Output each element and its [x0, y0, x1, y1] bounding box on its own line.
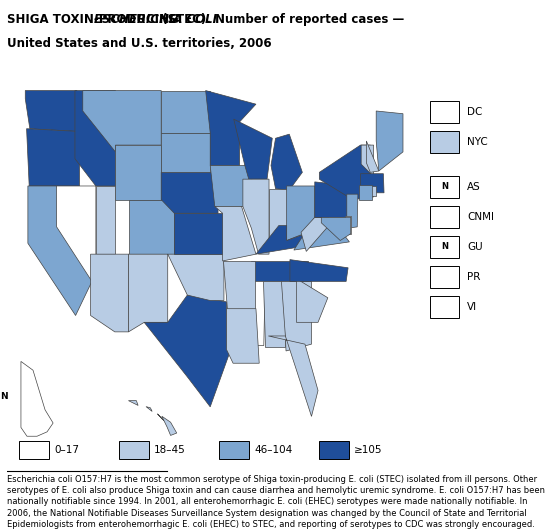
- Polygon shape: [371, 186, 376, 196]
- Polygon shape: [243, 179, 269, 254]
- Polygon shape: [287, 186, 315, 241]
- Polygon shape: [96, 186, 115, 254]
- Polygon shape: [146, 407, 152, 411]
- Text: (STEC). Number of reported cases —: (STEC). Number of reported cases —: [158, 13, 404, 26]
- Polygon shape: [91, 254, 128, 332]
- Polygon shape: [83, 91, 161, 152]
- Polygon shape: [315, 182, 352, 217]
- Polygon shape: [376, 111, 403, 171]
- Bar: [119, 441, 149, 459]
- Polygon shape: [26, 129, 80, 186]
- Polygon shape: [215, 206, 256, 261]
- Polygon shape: [21, 361, 53, 436]
- Polygon shape: [320, 145, 373, 200]
- Polygon shape: [161, 133, 210, 172]
- Polygon shape: [174, 213, 223, 254]
- Polygon shape: [347, 194, 358, 228]
- Bar: [429, 266, 460, 288]
- Bar: [19, 441, 49, 459]
- Polygon shape: [268, 336, 318, 417]
- Polygon shape: [256, 226, 306, 254]
- Polygon shape: [206, 91, 256, 165]
- Text: N: N: [1, 392, 8, 401]
- Polygon shape: [28, 186, 92, 315]
- Text: AS: AS: [467, 182, 481, 192]
- Text: 18–45: 18–45: [154, 445, 186, 455]
- Polygon shape: [359, 184, 372, 200]
- Text: GU: GU: [467, 242, 483, 252]
- Polygon shape: [263, 281, 285, 347]
- Bar: [429, 206, 460, 228]
- Bar: [429, 101, 460, 123]
- Polygon shape: [296, 279, 328, 322]
- Polygon shape: [168, 254, 224, 301]
- Text: DC: DC: [467, 107, 483, 117]
- Polygon shape: [234, 119, 272, 179]
- Polygon shape: [294, 217, 349, 250]
- Polygon shape: [361, 145, 373, 176]
- Polygon shape: [57, 186, 96, 281]
- Bar: [219, 441, 249, 459]
- Text: ESCHERICHIA COLI: ESCHERICHIA COLI: [93, 13, 217, 26]
- Polygon shape: [161, 172, 218, 213]
- Text: Escherichia coli O157:H7 is the most common serotype of Shiga toxin-producing E.: Escherichia coli O157:H7 is the most com…: [7, 474, 545, 529]
- Text: 46–104: 46–104: [254, 445, 292, 455]
- Polygon shape: [128, 401, 138, 405]
- Polygon shape: [290, 260, 348, 281]
- Text: 0–17: 0–17: [54, 445, 79, 455]
- Polygon shape: [223, 261, 255, 308]
- Bar: [319, 441, 349, 459]
- Bar: [429, 176, 460, 198]
- Text: CNMI: CNMI: [467, 212, 495, 222]
- Text: N: N: [441, 182, 448, 191]
- Polygon shape: [128, 254, 168, 332]
- Text: N: N: [441, 242, 448, 251]
- Polygon shape: [115, 145, 161, 200]
- Polygon shape: [161, 91, 210, 133]
- Polygon shape: [282, 281, 311, 351]
- Bar: [429, 296, 460, 318]
- Polygon shape: [251, 261, 307, 281]
- Polygon shape: [75, 91, 115, 186]
- Text: SHIGA TOXIN-PRODUCING: SHIGA TOXIN-PRODUCING: [7, 13, 182, 26]
- Polygon shape: [271, 134, 302, 190]
- Polygon shape: [128, 200, 174, 254]
- Polygon shape: [321, 217, 351, 241]
- Text: NYC: NYC: [467, 137, 488, 147]
- Polygon shape: [158, 414, 165, 421]
- Polygon shape: [269, 189, 287, 241]
- Polygon shape: [242, 281, 265, 346]
- Polygon shape: [361, 174, 384, 193]
- Polygon shape: [345, 216, 351, 234]
- Text: VI: VI: [467, 302, 478, 312]
- Polygon shape: [227, 308, 259, 363]
- Polygon shape: [144, 295, 230, 407]
- Text: ≥105: ≥105: [354, 445, 383, 455]
- Polygon shape: [162, 416, 177, 436]
- Polygon shape: [210, 165, 252, 206]
- Text: PR: PR: [467, 272, 481, 282]
- Bar: [429, 131, 460, 153]
- Polygon shape: [366, 141, 379, 172]
- Polygon shape: [301, 217, 332, 251]
- Bar: [429, 236, 460, 258]
- Polygon shape: [25, 91, 77, 131]
- Text: United States and U.S. territories, 2006: United States and U.S. territories, 2006: [7, 37, 271, 50]
